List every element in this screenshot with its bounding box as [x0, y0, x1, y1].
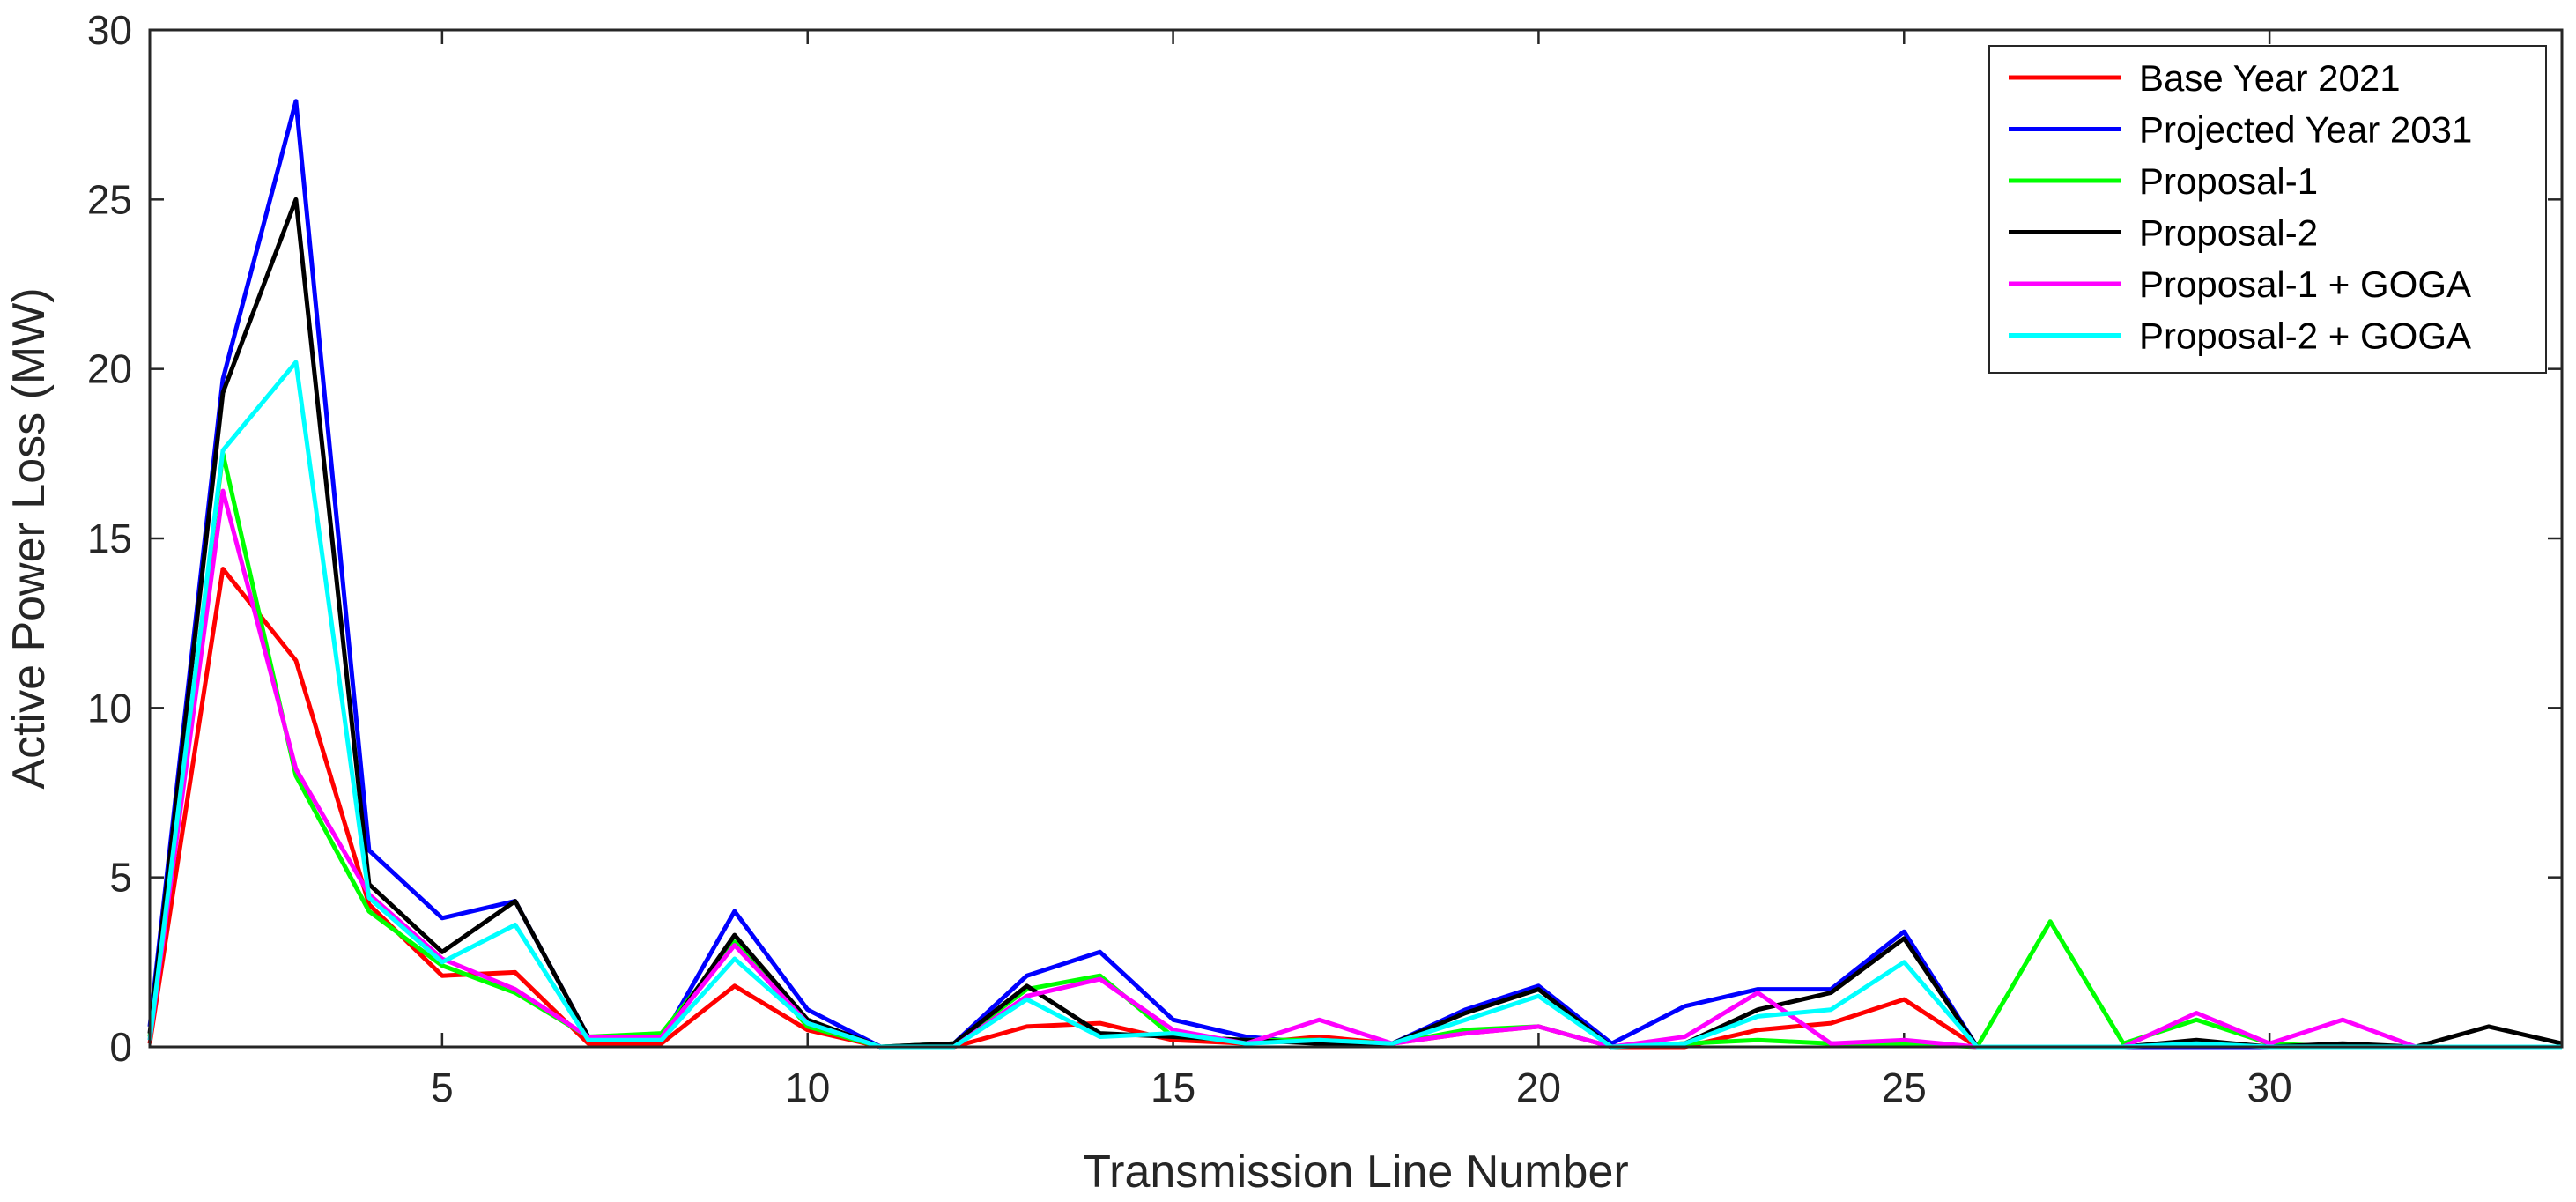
y-tick-label: 15: [87, 516, 132, 561]
legend-label: Proposal-2: [2139, 212, 2318, 254]
legend: Base Year 2021 Projected Year 2031 Proposa…: [1988, 45, 2547, 374]
legend-label: Proposal-1: [2139, 160, 2318, 202]
x-tick-label: 30: [2247, 1065, 2292, 1110]
legend-label: Projected Year 2031: [2139, 109, 2472, 151]
series-line-5: [147, 488, 2562, 1050]
x-tick-label: 15: [1151, 1065, 1195, 1110]
y-tick-label: 0: [109, 1024, 132, 1070]
x-tick-label: 5: [431, 1065, 454, 1110]
y-tick-label: 20: [87, 346, 132, 392]
y-tick-label: 10: [87, 685, 132, 731]
tick-labels: 5 10 15 20 25 30 0 5 10 15 20 25 30: [87, 7, 2292, 1110]
y-tick-label: 5: [109, 855, 132, 901]
y-tick-label: 30: [87, 7, 132, 53]
x-tick-label: 10: [785, 1065, 830, 1110]
y-tick-label: 25: [87, 176, 132, 222]
plot-frame: [148, 28, 2564, 1049]
x-tick-label: 20: [1516, 1065, 1561, 1110]
series-line-6: [147, 360, 2562, 1050]
legend-label: Proposal-1 + GOGA: [2139, 263, 2471, 305]
x-axis-label: Transmission Line Number: [1083, 1146, 1628, 1198]
legend-label: Proposal-2 + GOGA: [2139, 315, 2471, 357]
x-tick-label: 25: [1882, 1065, 1927, 1110]
legend-box: [1988, 45, 2547, 374]
y-axis-label: Active Power Loss (MW): [4, 287, 55, 789]
legend-label: Base Year 2021: [2139, 57, 2401, 99]
